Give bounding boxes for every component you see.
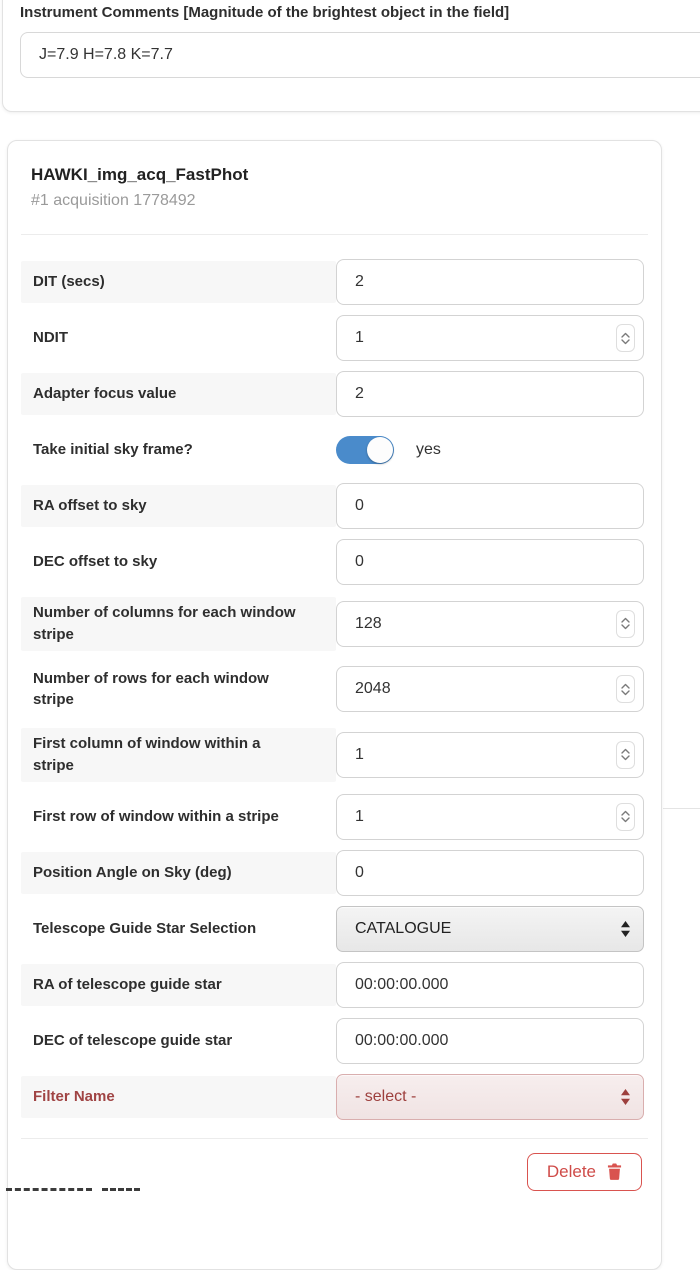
param-label-cell: Number of columns for each window stripe [21,597,336,651]
filter-name-label: Filter Name [33,1087,115,1105]
ndit-input[interactable] [336,315,644,361]
select-arrows-icon [620,920,631,938]
param-control-cell [336,731,644,778]
param-label-cell: First column of window within a stripe [21,728,336,782]
dashed-placeholder-text [6,1188,140,1191]
adapter-focus-value-label: Adapter focus value [33,385,177,403]
param-label-cell: Telescope Guide Star Selection [21,906,336,952]
param-row-take-initial-sky-frame: Take initial sky frame? yes [21,427,648,473]
stepper-icon[interactable] [616,740,635,769]
ra-of-telescope-guide-star-label: RA of telescope guide star [33,975,222,993]
param-control-cell: yes [336,427,644,473]
param-label-cell: First row of window within a stripe [21,794,336,840]
filter-name-select[interactable]: - select - [336,1073,644,1120]
param-label-cell: RA offset to sky [21,485,336,527]
dit-secs-label: DIT (secs) [33,273,105,291]
template-footer: Delete [21,1137,648,1191]
first-row-of-window-within-a-stripe-input[interactable] [336,793,644,840]
dit-secs-input[interactable] [336,259,644,305]
param-row-number-of-columns-for-each-window-stripe: Number of columns for each window stripe [21,595,648,653]
dec-offset-to-sky-input[interactable] [336,539,644,585]
param-form: DIT (secs) NDIT Adapter focus value Take in… [21,259,648,1120]
stepper-icon[interactable] [616,675,635,704]
number-of-rows-for-each-window-stripe-input[interactable] [336,666,644,713]
template-header: HAWKI_img_acq_FastPhot #1 acquisition 17… [21,141,648,235]
param-label-cell: NDIT [21,315,336,361]
param-row-first-column-of-window-within-a-stripe: First column of window within a stripe [21,726,648,784]
param-control-cell [336,600,644,647]
filter-name-select-value: - select - [355,1087,417,1105]
param-row-ndit: NDIT [21,315,648,361]
param-control-cell [336,259,644,305]
acquisition-template-card: HAWKI_img_acq_FastPhot #1 acquisition 17… [7,140,662,1270]
param-label-cell: Position Angle on Sky (deg) [21,851,336,894]
param-row-first-row-of-window-within-a-stripe: First row of window within a stripe [21,793,648,840]
param-control-cell [336,315,644,361]
adapter-focus-value-input[interactable] [336,371,644,417]
instrument-comments-input[interactable] [20,32,700,78]
param-row-dec-of-telescope-guide-star: DEC of telescope guide star [21,1017,648,1064]
param-label-cell: DEC of telescope guide star [21,1018,336,1064]
telescope-guide-star-selection-label: Telescope Guide Star Selection [33,919,257,937]
param-label-cell: Take initial sky frame? [21,427,336,473]
telescope-guide-star-selection-select[interactable]: CATALOGUE [336,905,644,952]
param-row-number-of-rows-for-each-window-stripe: Number of rows for each window stripe [21,663,648,717]
first-row-of-window-within-a-stripe-label: First row of window within a stripe [33,807,279,825]
param-control-cell [336,1017,644,1064]
dec-offset-to-sky-label: DEC offset to sky [33,553,158,571]
param-row-adapter-focus-value: Adapter focus value [21,371,648,417]
param-row-dit-secs: DIT (secs) [21,259,648,305]
telescope-guide-star-selection-select-value: CATALOGUE [355,919,452,937]
param-label-cell: RA of telescope guide star [21,963,336,1006]
stepper-icon[interactable] [616,802,635,831]
param-row-telescope-guide-star-selection: Telescope Guide Star Selection CATALOGUE [21,905,648,952]
adjacent-panel-fragment [663,112,700,809]
param-row-ra-offset-to-sky: RA offset to sky [21,483,648,529]
param-label-cell: Adapter focus value [21,373,336,415]
position-angle-on-sky-deg-label: Position Angle on Sky (deg) [33,863,232,881]
dec-of-telescope-guide-star-label: DEC of telescope guide star [33,1031,233,1049]
param-control-cell [336,483,644,529]
position-angle-on-sky-deg-input[interactable] [336,849,644,896]
delete-button[interactable]: Delete [526,1152,642,1191]
template-subtitle: #1 acquisition 1778492 [31,192,196,209]
toggle-knob [367,437,393,463]
dec-of-telescope-guide-star-input[interactable] [336,1017,644,1064]
param-control-cell: CATALOGUE [336,905,644,952]
param-label-cell: Number of rows for each window stripe [21,663,336,717]
template-title: HAWKI_img_acq_FastPhot [31,165,249,184]
instrument-comments-label: Instrument Comments [Magnitude of the br… [20,4,510,21]
number-of-columns-for-each-window-stripe-label: Number of columns for each window stripe [33,604,296,643]
select-arrows-icon [620,1088,631,1106]
number-of-columns-for-each-window-stripe-input[interactable] [336,600,644,647]
param-label-cell: DEC offset to sky [21,539,336,585]
param-control-cell: - select - [336,1073,644,1120]
param-control-cell [336,961,644,1008]
param-row-ra-of-telescope-guide-star: RA of telescope guide star [21,961,648,1008]
param-row-dec-offset-to-sky: DEC offset to sky [21,539,648,585]
take-initial-sky-frame-label: Take initial sky frame? [33,441,193,459]
first-column-of-window-within-a-stripe-input[interactable] [336,731,644,778]
param-row-filter-name: Filter Name - select - [21,1073,648,1120]
param-control-cell [336,371,644,417]
param-label-cell: Filter Name [21,1075,336,1118]
param-label-cell: DIT (secs) [21,261,336,303]
number-of-rows-for-each-window-stripe-label: Number of rows for each window stripe [33,669,269,709]
delete-button-label: Delete [546,1161,596,1181]
stepper-icon[interactable] [616,324,635,352]
param-control-cell [336,849,644,896]
ra-offset-to-sky-label: RA offset to sky [33,497,147,515]
param-control-cell [336,666,644,713]
ndit-label: NDIT [33,329,68,347]
param-control-cell [336,539,644,585]
take-initial-sky-frame-toggle-state: yes [416,441,441,458]
stepper-icon[interactable] [616,609,635,638]
ra-offset-to-sky-input[interactable] [336,483,644,529]
ra-of-telescope-guide-star-input[interactable] [336,961,644,1008]
take-initial-sky-frame-toggle[interactable] [336,436,394,464]
param-control-cell [336,793,644,840]
trash-icon [607,1163,622,1180]
first-column-of-window-within-a-stripe-label: First column of window within a stripe [33,735,261,774]
param-row-position-angle-on-sky-deg: Position Angle on Sky (deg) [21,849,648,896]
